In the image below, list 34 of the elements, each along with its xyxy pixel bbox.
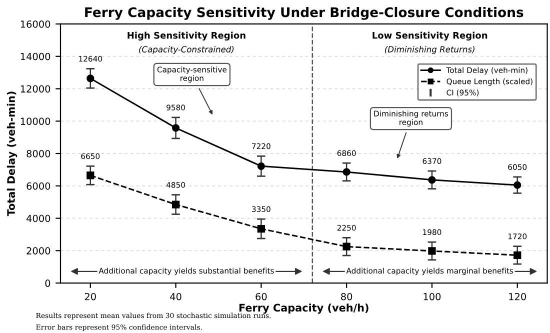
chart-title: Ferry Capacity Sensitivity Under Bridge-Closure Conditions: [85, 7, 524, 20]
y-tick-label: 12000: [20, 85, 50, 93]
point: [428, 247, 436, 255]
x-tick-label: 80: [341, 292, 352, 300]
point: [257, 224, 265, 233]
point: [172, 200, 180, 208]
y-tick-label: 16000: [20, 20, 50, 28]
annotation: High Sensitivity Region: [128, 32, 246, 41]
point: [514, 251, 522, 260]
point: [86, 172, 94, 180]
point: [86, 74, 94, 82]
x-tick-label: 120: [509, 292, 526, 300]
x-tick-label: 60: [256, 292, 267, 300]
x-tick-label: 100: [424, 292, 441, 300]
y-tick-label: 2000: [26, 247, 50, 254]
point: [514, 181, 522, 189]
annotation: Low Sensitivity Region: [372, 32, 488, 41]
y-tick-label: 4000: [26, 214, 50, 222]
x-axis-title: Ferry Capacity (veh/h): [239, 304, 368, 314]
y-tick-label: 8000: [26, 150, 50, 158]
y-axis-title: Total Delay (veh-min): [6, 92, 18, 216]
y-tick-label: 10000: [20, 118, 50, 125]
point: [428, 176, 436, 184]
point: [172, 124, 180, 132]
point: [257, 162, 265, 170]
y-tick-label: 0: [45, 280, 50, 287]
annotation: (Capacity-Constrained): [139, 46, 234, 54]
x-tick-label: 20: [84, 292, 96, 300]
annotation: (Diminishing Returns): [385, 46, 474, 54]
y-tick-label: 6000: [26, 182, 50, 190]
y-tick-label: 14000: [20, 52, 50, 60]
point: [342, 242, 350, 250]
point: [342, 168, 350, 176]
x-tick-label: 40: [170, 292, 182, 300]
